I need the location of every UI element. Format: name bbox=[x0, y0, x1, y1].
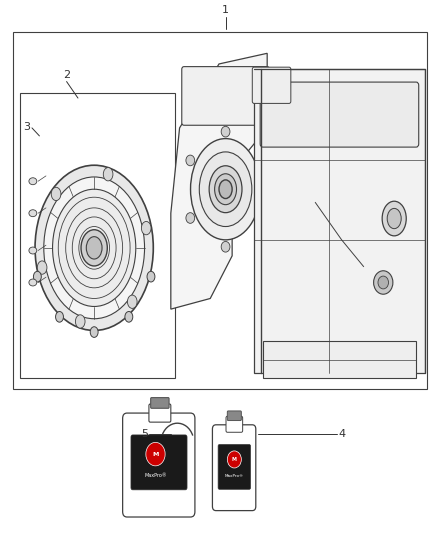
FancyBboxPatch shape bbox=[212, 425, 256, 511]
Text: M: M bbox=[152, 451, 159, 457]
Ellipse shape bbox=[44, 177, 145, 319]
Ellipse shape bbox=[219, 180, 232, 198]
Circle shape bbox=[374, 271, 393, 294]
Ellipse shape bbox=[29, 178, 37, 184]
Ellipse shape bbox=[37, 261, 47, 274]
Ellipse shape bbox=[81, 230, 107, 266]
Circle shape bbox=[186, 155, 194, 166]
FancyBboxPatch shape bbox=[149, 404, 171, 422]
Ellipse shape bbox=[215, 174, 237, 205]
Ellipse shape bbox=[86, 237, 102, 259]
Ellipse shape bbox=[141, 221, 151, 235]
Text: MaxPro®: MaxPro® bbox=[144, 473, 167, 478]
Polygon shape bbox=[254, 69, 425, 373]
Text: M: M bbox=[232, 457, 237, 462]
Circle shape bbox=[221, 126, 230, 137]
FancyBboxPatch shape bbox=[227, 411, 241, 421]
FancyBboxPatch shape bbox=[123, 413, 195, 517]
FancyBboxPatch shape bbox=[252, 67, 291, 103]
Ellipse shape bbox=[125, 311, 133, 322]
Circle shape bbox=[257, 155, 265, 166]
Bar bbox=[13, 32, 427, 389]
Ellipse shape bbox=[199, 152, 252, 227]
Ellipse shape bbox=[75, 315, 85, 328]
Text: 2: 2 bbox=[63, 70, 70, 80]
Text: MaxPro®: MaxPro® bbox=[225, 474, 244, 478]
Circle shape bbox=[146, 442, 165, 466]
Polygon shape bbox=[263, 341, 416, 378]
Ellipse shape bbox=[382, 201, 406, 236]
Ellipse shape bbox=[35, 165, 153, 330]
Ellipse shape bbox=[103, 167, 113, 181]
FancyBboxPatch shape bbox=[260, 82, 419, 147]
Ellipse shape bbox=[29, 279, 37, 286]
Circle shape bbox=[186, 213, 194, 223]
Circle shape bbox=[227, 451, 241, 468]
Ellipse shape bbox=[387, 208, 401, 229]
Ellipse shape bbox=[209, 166, 242, 213]
Circle shape bbox=[378, 276, 389, 289]
FancyBboxPatch shape bbox=[182, 67, 269, 125]
Ellipse shape bbox=[127, 295, 137, 309]
Text: 1: 1 bbox=[222, 5, 229, 15]
Text: 3: 3 bbox=[24, 122, 31, 132]
Circle shape bbox=[221, 241, 230, 252]
FancyBboxPatch shape bbox=[226, 416, 243, 432]
Bar bbox=[20, 93, 175, 378]
FancyBboxPatch shape bbox=[131, 435, 187, 490]
Ellipse shape bbox=[51, 187, 61, 200]
FancyBboxPatch shape bbox=[151, 398, 169, 408]
Ellipse shape bbox=[191, 139, 261, 240]
Ellipse shape bbox=[53, 189, 136, 306]
Ellipse shape bbox=[56, 311, 64, 322]
Ellipse shape bbox=[29, 247, 37, 254]
Text: 5: 5 bbox=[141, 430, 148, 439]
Ellipse shape bbox=[147, 271, 155, 282]
Ellipse shape bbox=[29, 209, 37, 216]
Ellipse shape bbox=[90, 327, 98, 337]
FancyBboxPatch shape bbox=[218, 445, 251, 489]
Circle shape bbox=[257, 213, 265, 223]
Ellipse shape bbox=[33, 271, 41, 282]
Polygon shape bbox=[171, 53, 267, 309]
Text: 4: 4 bbox=[338, 430, 345, 439]
